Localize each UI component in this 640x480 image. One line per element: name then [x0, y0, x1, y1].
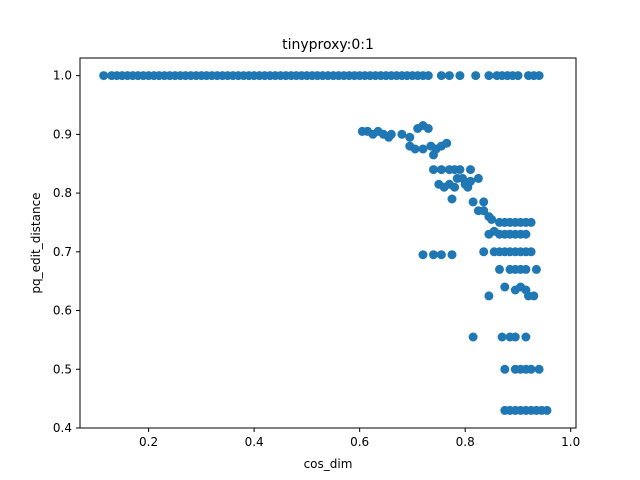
data-point	[521, 264, 531, 274]
data-point	[418, 250, 428, 260]
data-point	[526, 247, 536, 257]
data-point	[429, 165, 438, 175]
data-point	[479, 247, 489, 257]
data-point	[542, 405, 552, 415]
data-point	[497, 332, 507, 342]
y-tick-label: 0.7	[53, 245, 72, 259]
x-tick-label: 0.8	[456, 435, 475, 449]
data-point	[455, 71, 465, 81]
data-point	[442, 138, 452, 148]
data-point	[479, 206, 489, 216]
data-point	[410, 144, 420, 154]
x-tick-label: 0.6	[350, 435, 369, 449]
data-point	[534, 364, 544, 374]
data-point	[447, 250, 457, 260]
data-point	[468, 332, 478, 342]
data-point	[526, 217, 536, 227]
data-point	[450, 182, 460, 192]
y-tick-label: 0.9	[53, 127, 72, 141]
x-tick-label: 1.0	[561, 435, 580, 449]
data-point	[531, 264, 541, 274]
data-point	[447, 194, 457, 204]
y-axis: 0.4 0.5 0.6 0.7 0.8 0.9 1.0	[53, 69, 80, 435]
data-point	[479, 197, 489, 207]
data-point	[521, 229, 531, 239]
y-axis-label: pq_edit_distance	[29, 192, 43, 293]
data-point	[471, 71, 481, 81]
data-point	[484, 71, 494, 81]
x-axis-label: cos_dim	[304, 457, 353, 471]
data-point	[510, 332, 520, 342]
data-point	[500, 282, 510, 292]
data-point	[466, 176, 475, 186]
data-point	[386, 129, 396, 139]
data-point	[455, 165, 465, 175]
y-tick-label: 0.5	[53, 362, 72, 376]
data-point	[484, 291, 494, 301]
data-point	[429, 150, 438, 160]
data-point	[429, 250, 438, 260]
data-point	[99, 71, 109, 81]
x-tick-label: 0.2	[139, 435, 158, 449]
data-point	[529, 291, 539, 301]
data-point	[423, 71, 433, 81]
data-point	[526, 364, 536, 374]
data-point	[466, 165, 475, 175]
data-point	[521, 332, 531, 342]
data-point	[444, 71, 454, 81]
data-point	[487, 215, 497, 224]
data-point	[423, 124, 433, 133]
data-point	[436, 165, 446, 175]
y-tick-label: 0.4	[53, 421, 72, 435]
y-tick-label: 1.0	[53, 69, 72, 83]
y-tick-label: 0.8	[53, 186, 72, 200]
chart-title: tinyproxy:0:1	[282, 37, 374, 53]
data-point	[405, 132, 415, 142]
data-points	[99, 71, 552, 415]
data-point	[495, 264, 504, 274]
y-tick-label: 0.6	[53, 304, 72, 318]
data-point	[436, 71, 446, 81]
data-point	[473, 173, 483, 183]
x-axis: 0.2 0.4 0.6 0.8 1.0	[139, 428, 580, 449]
data-point	[418, 144, 428, 154]
data-point	[397, 129, 407, 139]
x-tick-label: 0.4	[245, 435, 264, 449]
data-point	[468, 197, 478, 207]
plot-frame	[79, 57, 577, 429]
data-point	[500, 364, 510, 374]
data-point	[534, 71, 544, 81]
data-point	[436, 250, 446, 260]
data-point	[513, 71, 523, 81]
